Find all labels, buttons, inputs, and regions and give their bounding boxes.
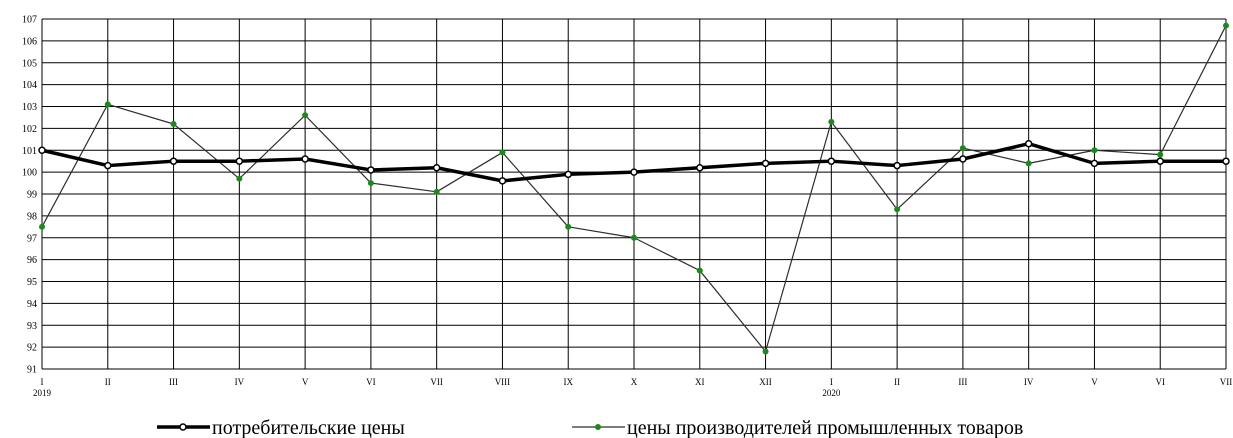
y-tick-label: 95: [27, 277, 37, 288]
data-point: [762, 348, 769, 355]
x-tick-label: VI: [1155, 377, 1165, 387]
y-tick-label: 96: [27, 255, 37, 266]
y-tick-label: 91: [27, 365, 37, 376]
legend-label: потребительские цены: [212, 417, 405, 438]
x-tick-label: IV: [235, 377, 245, 387]
year-label: 2019: [33, 388, 52, 398]
data-point: [1025, 160, 1032, 167]
data-point: [433, 188, 440, 195]
data-point: [1223, 22, 1229, 29]
y-tick-label: 94: [27, 299, 37, 310]
x-tick-label: III: [169, 377, 178, 387]
legend-swatch-marker: [179, 423, 187, 431]
x-tick-label: V: [1091, 377, 1098, 387]
series-layer: [38, 22, 1230, 355]
data-point: [367, 180, 374, 187]
y-tick-label: 102: [22, 124, 37, 135]
y-tick-label: 103: [22, 102, 37, 113]
y-tick-label: 101: [22, 146, 37, 157]
x-axis-ticks: I II III IV V VI VII VIII IX X XI XII I II III IV V VI VII…: [33, 377, 1232, 398]
data-point: [631, 234, 637, 241]
data-point: [432, 164, 441, 172]
x-tick-label: IX: [563, 377, 573, 387]
x-tick-label: VII: [430, 377, 443, 387]
y-tick-label: 104: [22, 80, 37, 91]
x-tick-label: VI: [366, 377, 376, 387]
data-point: [696, 164, 704, 172]
data-point: [236, 175, 243, 182]
y-tick-label: 99: [27, 190, 37, 201]
x-tick-label: I: [830, 377, 833, 387]
x-tick-label: III: [958, 377, 967, 387]
y-tick-label: 93: [27, 321, 37, 332]
data-point: [630, 168, 638, 176]
data-point: [1222, 157, 1230, 165]
x-tick-label: XII: [759, 377, 772, 387]
data-point: [1091, 147, 1098, 154]
data-point: [301, 155, 309, 163]
data-point: [1090, 159, 1099, 168]
data-point: [565, 223, 572, 230]
data-point: [170, 121, 177, 127]
data-point: [38, 146, 46, 154]
data-point: [302, 112, 309, 119]
legend-swatch-marker: [595, 424, 601, 430]
series-consumer-prices: [38, 139, 1230, 185]
data-point: [761, 159, 770, 168]
x-tick-label: I: [41, 377, 44, 387]
y-tick-label: 105: [22, 58, 37, 69]
x-tick-label: V: [302, 377, 309, 387]
data-point: [169, 157, 178, 165]
x-tick-label: II: [894, 377, 900, 387]
data-point: [959, 145, 966, 152]
x-tick-label: X: [631, 377, 638, 387]
x-tick-label: XI: [695, 377, 705, 387]
data-point: [827, 157, 836, 165]
data-point: [39, 223, 45, 230]
data-point: [1157, 151, 1164, 158]
data-point: [893, 161, 901, 170]
y-tick-label: 92: [27, 343, 37, 354]
data-point: [894, 206, 901, 213]
y-tick-label: 107: [22, 15, 37, 26]
data-point: [1156, 157, 1164, 165]
legend-label: цены производителей промышленных товаров: [627, 417, 1023, 438]
data-point: [1024, 139, 1033, 148]
grid: [41, 18, 1227, 370]
data-point: [499, 149, 506, 156]
data-point: [498, 177, 507, 185]
y-tick-label: 106: [22, 36, 37, 47]
y-tick-label: 97: [27, 233, 37, 244]
series-producer-prices: [39, 22, 1229, 355]
data-point: [235, 157, 244, 165]
y-tick-label: 98: [27, 211, 37, 222]
y-tick-label: 100: [22, 168, 37, 179]
legend: потребительские цены цены производителей …: [157, 417, 1023, 438]
data-point: [564, 170, 572, 179]
x-tick-label: IV: [1024, 377, 1034, 387]
data-point: [696, 267, 703, 274]
data-point: [367, 166, 375, 174]
x-tick-label: VII: [1220, 377, 1233, 387]
x-tick-label: VIII: [495, 377, 511, 387]
data-point: [828, 118, 835, 125]
data-point: [104, 101, 111, 108]
x-tick-label: II: [105, 377, 111, 387]
data-point: [104, 161, 112, 170]
year-label: 2020: [822, 388, 841, 398]
data-point: [959, 155, 967, 163]
y-axis-ticks: 91 92 93 94 95 96 97 98 99 100 101 102 103 104 105 106 1…: [22, 15, 37, 376]
